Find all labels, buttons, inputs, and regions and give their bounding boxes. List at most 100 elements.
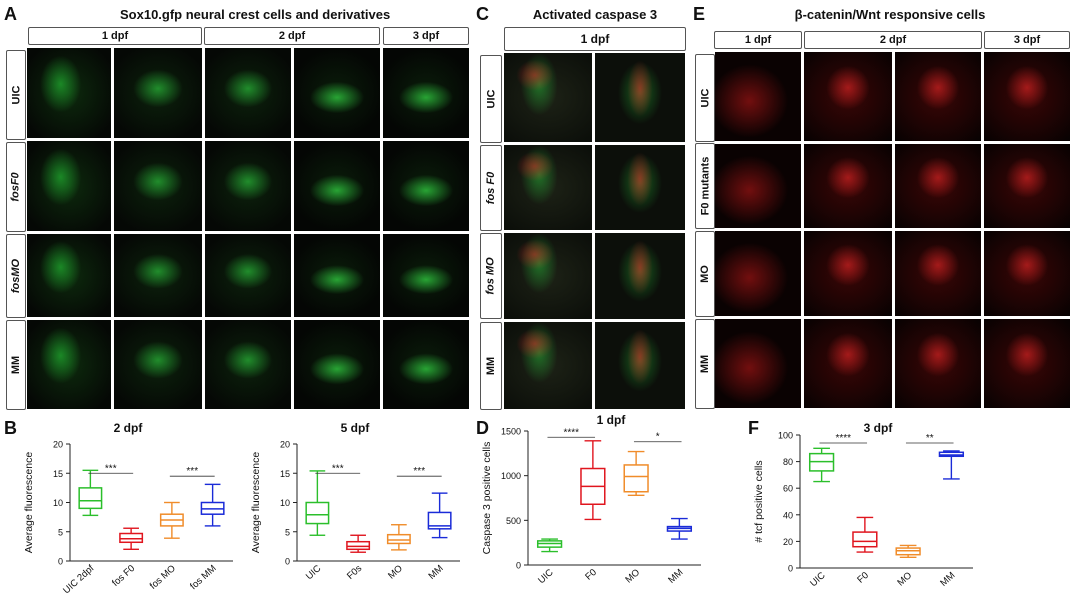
y-tick-label: 10 — [280, 498, 290, 508]
panel-a-row-label-fosmo: fosMO — [6, 234, 26, 318]
panel-letter-f: F — [748, 418, 759, 438]
micrograph-e-f0-4 — [984, 144, 1070, 228]
micrograph-a-mm-3 — [205, 320, 291, 409]
x-tick-label: F0 — [583, 567, 599, 583]
y-tick-label: 0 — [516, 561, 521, 571]
significance-stars: **** — [835, 433, 851, 444]
y-axis-label: Average fluorescence — [23, 452, 35, 554]
micrograph-e-uic-2 — [804, 52, 892, 141]
micrograph-a-fosmo-4 — [294, 234, 380, 317]
box-iqr — [305, 501, 330, 525]
panel-letter-d: D — [476, 418, 489, 438]
y-tick-label: 1000 — [501, 471, 521, 481]
panel-a-header-3dpf: 3 dpf — [383, 27, 469, 45]
y-tick-label: 0 — [58, 557, 63, 567]
micrograph-e-mm-4 — [984, 319, 1070, 408]
micrograph-e-uic-1 — [715, 52, 801, 141]
x-tick-label: MO — [623, 567, 642, 585]
panel-letter-b: B — [4, 418, 17, 438]
micrograph-e-mm-3 — [895, 319, 981, 408]
box-iqr — [119, 532, 144, 544]
y-tick-label: 15 — [53, 469, 63, 479]
micrograph-e-f0-3 — [895, 144, 981, 228]
panel-a-row-label-mm: MM — [6, 320, 26, 410]
micrograph-e-mo-1 — [715, 231, 801, 316]
boxplot-5dpf: 5 dpf 0 5 10 15 20 Average fluorescence UIC F0s M… — [250, 421, 460, 582]
x-tick-label: fos MO — [148, 563, 178, 592]
significance-stars: **** — [563, 427, 579, 438]
panel-letter-e: E — [693, 4, 706, 24]
y-tick-label: 60 — [783, 484, 793, 494]
y-axis-label: # tcf positive cells — [753, 460, 765, 542]
y-tick-label: 500 — [506, 516, 521, 526]
box-iqr — [386, 533, 411, 545]
x-tick-label: UIC 2dpf — [61, 563, 96, 595]
micrograph-e-f0-1 — [715, 144, 801, 228]
x-tick-label: F0 — [855, 570, 871, 586]
x-tick-label: UIC — [536, 567, 556, 586]
x-tick-label: UIC — [808, 570, 828, 589]
micrograph-a-mm-4 — [294, 320, 380, 409]
y-tick-label: 0 — [285, 557, 290, 567]
micrograph-c-uic-1 — [504, 53, 592, 142]
micrograph-c-fosf0-1 — [504, 145, 592, 230]
chart-title: 3 dpf — [864, 421, 894, 435]
significance-stars: *** — [186, 466, 198, 477]
y-tick-label: 15 — [280, 469, 290, 479]
x-tick-label: fos F0 — [110, 563, 137, 589]
micrograph-c-mm-2 — [595, 322, 685, 409]
micrograph-a-fosmo-5 — [383, 234, 469, 317]
micrograph-a-fosf0-3 — [205, 141, 291, 231]
micrograph-a-uic-3 — [205, 48, 291, 138]
y-tick-label: 10 — [53, 498, 63, 508]
panel-a-row-label-uic: UIC — [6, 50, 26, 140]
micrograph-e-mm-1 — [715, 319, 801, 408]
y-tick-label: 100 — [778, 431, 793, 441]
box-iqr — [78, 487, 103, 510]
micrograph-e-f0-2 — [804, 144, 892, 228]
micrograph-c-uic-2 — [595, 53, 685, 142]
y-tick-label: 20 — [280, 440, 290, 450]
chart-title: 5 dpf — [341, 421, 371, 435]
y-tick-label: 20 — [783, 537, 793, 547]
micrograph-c-mm-1 — [504, 322, 592, 409]
x-tick-label: UIC — [304, 563, 324, 582]
micrograph-c-fosf0-2 — [595, 145, 685, 230]
boxplot-caspase-1dpf: 1 dpf 0 500 1000 1500 Caspase 3 positive cell… — [481, 413, 701, 586]
panel-e-row-label-f0: F0 mutants — [695, 143, 715, 229]
micrograph-e-uic-3 — [895, 52, 981, 141]
micrograph-c-fosmo-1 — [504, 233, 592, 319]
panel-a-header-1dpf: 1 dpf — [28, 27, 202, 45]
y-tick-label: 40 — [783, 510, 793, 520]
box-iqr — [623, 464, 649, 493]
micrograph-a-mm-5 — [383, 320, 469, 409]
panel-e-row-label-uic: UIC — [695, 54, 715, 142]
micrograph-e-mo-4 — [984, 231, 1070, 316]
micrograph-a-uic-2 — [114, 48, 202, 138]
y-axis-label: Caspase 3 positive cells — [481, 442, 493, 555]
boxplot-2dpf: 2 dpf 0 5 10 15 20 Average fluorescence UIC 2dp… — [23, 421, 233, 595]
x-tick-label: fos MM — [188, 563, 219, 592]
panel-c-row-label-mm: MM — [480, 322, 502, 410]
micrograph-a-fosf0-5 — [383, 141, 469, 231]
box-iqr — [427, 511, 452, 530]
micrograph-a-fosmo-3 — [205, 234, 291, 317]
micrograph-e-uic-4 — [984, 52, 1070, 141]
significance-stars: * — [656, 432, 660, 443]
significance-stars: *** — [332, 463, 344, 474]
panel-a-row-label-fosf0: fosF0 — [6, 142, 26, 232]
panel-e-header-2dpf: 2 dpf — [804, 31, 982, 49]
panel-c-title: Activated caspase 3 — [532, 7, 658, 22]
x-tick-label: MM — [666, 567, 685, 586]
x-tick-label: MM — [938, 570, 957, 589]
significance-stars: ** — [926, 433, 934, 444]
micrograph-a-fosf0-4 — [294, 141, 380, 231]
micrograph-c-fosmo-2 — [595, 233, 685, 319]
y-tick-label: 20 — [53, 440, 63, 450]
panel-e-header-3dpf: 3 dpf — [984, 31, 1070, 49]
y-tick-label: 0 — [788, 564, 793, 574]
significance-stars: *** — [105, 463, 117, 474]
panel-letter-c: C — [476, 4, 489, 24]
y-tick-label: 5 — [58, 527, 63, 537]
panel-c-header-1dpf: 1 dpf — [504, 27, 686, 51]
